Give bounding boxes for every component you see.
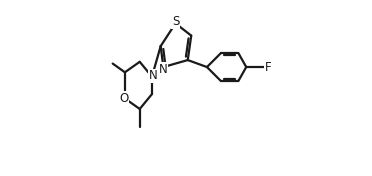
Text: N: N [159, 63, 168, 76]
Text: O: O [119, 92, 128, 105]
Text: F: F [264, 61, 271, 74]
Text: N: N [148, 69, 157, 82]
Text: S: S [172, 15, 179, 29]
